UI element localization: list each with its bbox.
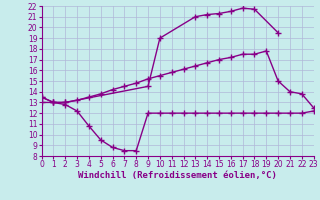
X-axis label: Windchill (Refroidissement éolien,°C): Windchill (Refroidissement éolien,°C) — [78, 171, 277, 180]
